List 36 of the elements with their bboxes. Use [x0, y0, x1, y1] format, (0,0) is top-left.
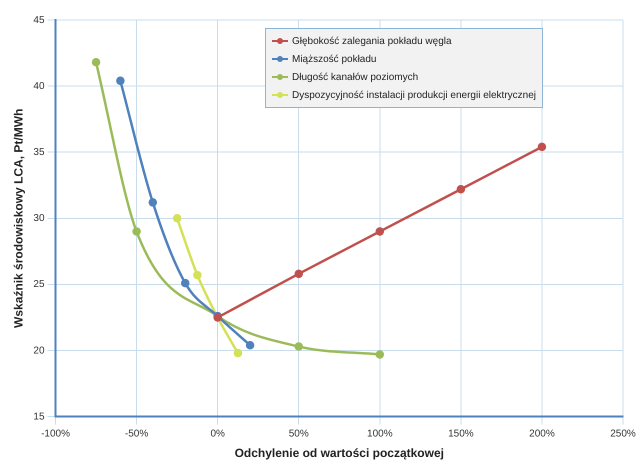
y-tick-label: 35	[33, 146, 45, 158]
point	[376, 227, 384, 236]
point	[92, 58, 100, 67]
y-tick-label: 20	[33, 345, 45, 356]
point	[148, 198, 158, 207]
point	[246, 340, 254, 350]
point	[234, 348, 242, 358]
legend-label: Dyspozycyjność instalacji produkcji energii elektrycznej	[292, 90, 536, 100]
point	[132, 227, 141, 236]
x-tick-label: 250%	[610, 428, 636, 440]
point	[180, 278, 190, 288]
point	[294, 342, 303, 351]
legend-label: Miąższość pokładu	[292, 54, 376, 64]
x-tick-label: 50%	[288, 428, 309, 440]
y-tick-label: 40	[33, 80, 45, 92]
y-tick-label: 45	[33, 14, 45, 26]
point	[538, 142, 546, 152]
point	[193, 270, 202, 280]
y-axis-title: Wskaźnik środowiskowy LCA, Pt/MWh	[12, 108, 26, 328]
point	[456, 184, 466, 194]
y-tick-label: 25	[33, 279, 45, 290]
legend-label: Długość kanałów poziomych	[292, 72, 418, 82]
point	[376, 350, 384, 359]
y-tick-label: 15	[33, 411, 45, 422]
legend-label: Głębokość zalegania pokładu węgla	[292, 36, 452, 46]
x-tick-label: 0%	[210, 428, 225, 440]
point	[294, 270, 303, 278]
y-tick-label: 30	[33, 213, 45, 224]
x-tick-label: -100%	[41, 428, 70, 440]
point	[172, 214, 182, 223]
x-axis-title: Odchylenie od wartości początkowej	[234, 446, 444, 460]
x-tick-label: -50%	[124, 428, 148, 440]
point	[116, 76, 125, 86]
x-tick-label: 200%	[529, 428, 555, 440]
x-tick-label: 100%	[367, 428, 393, 440]
x-tick-label: 150%	[448, 428, 474, 440]
